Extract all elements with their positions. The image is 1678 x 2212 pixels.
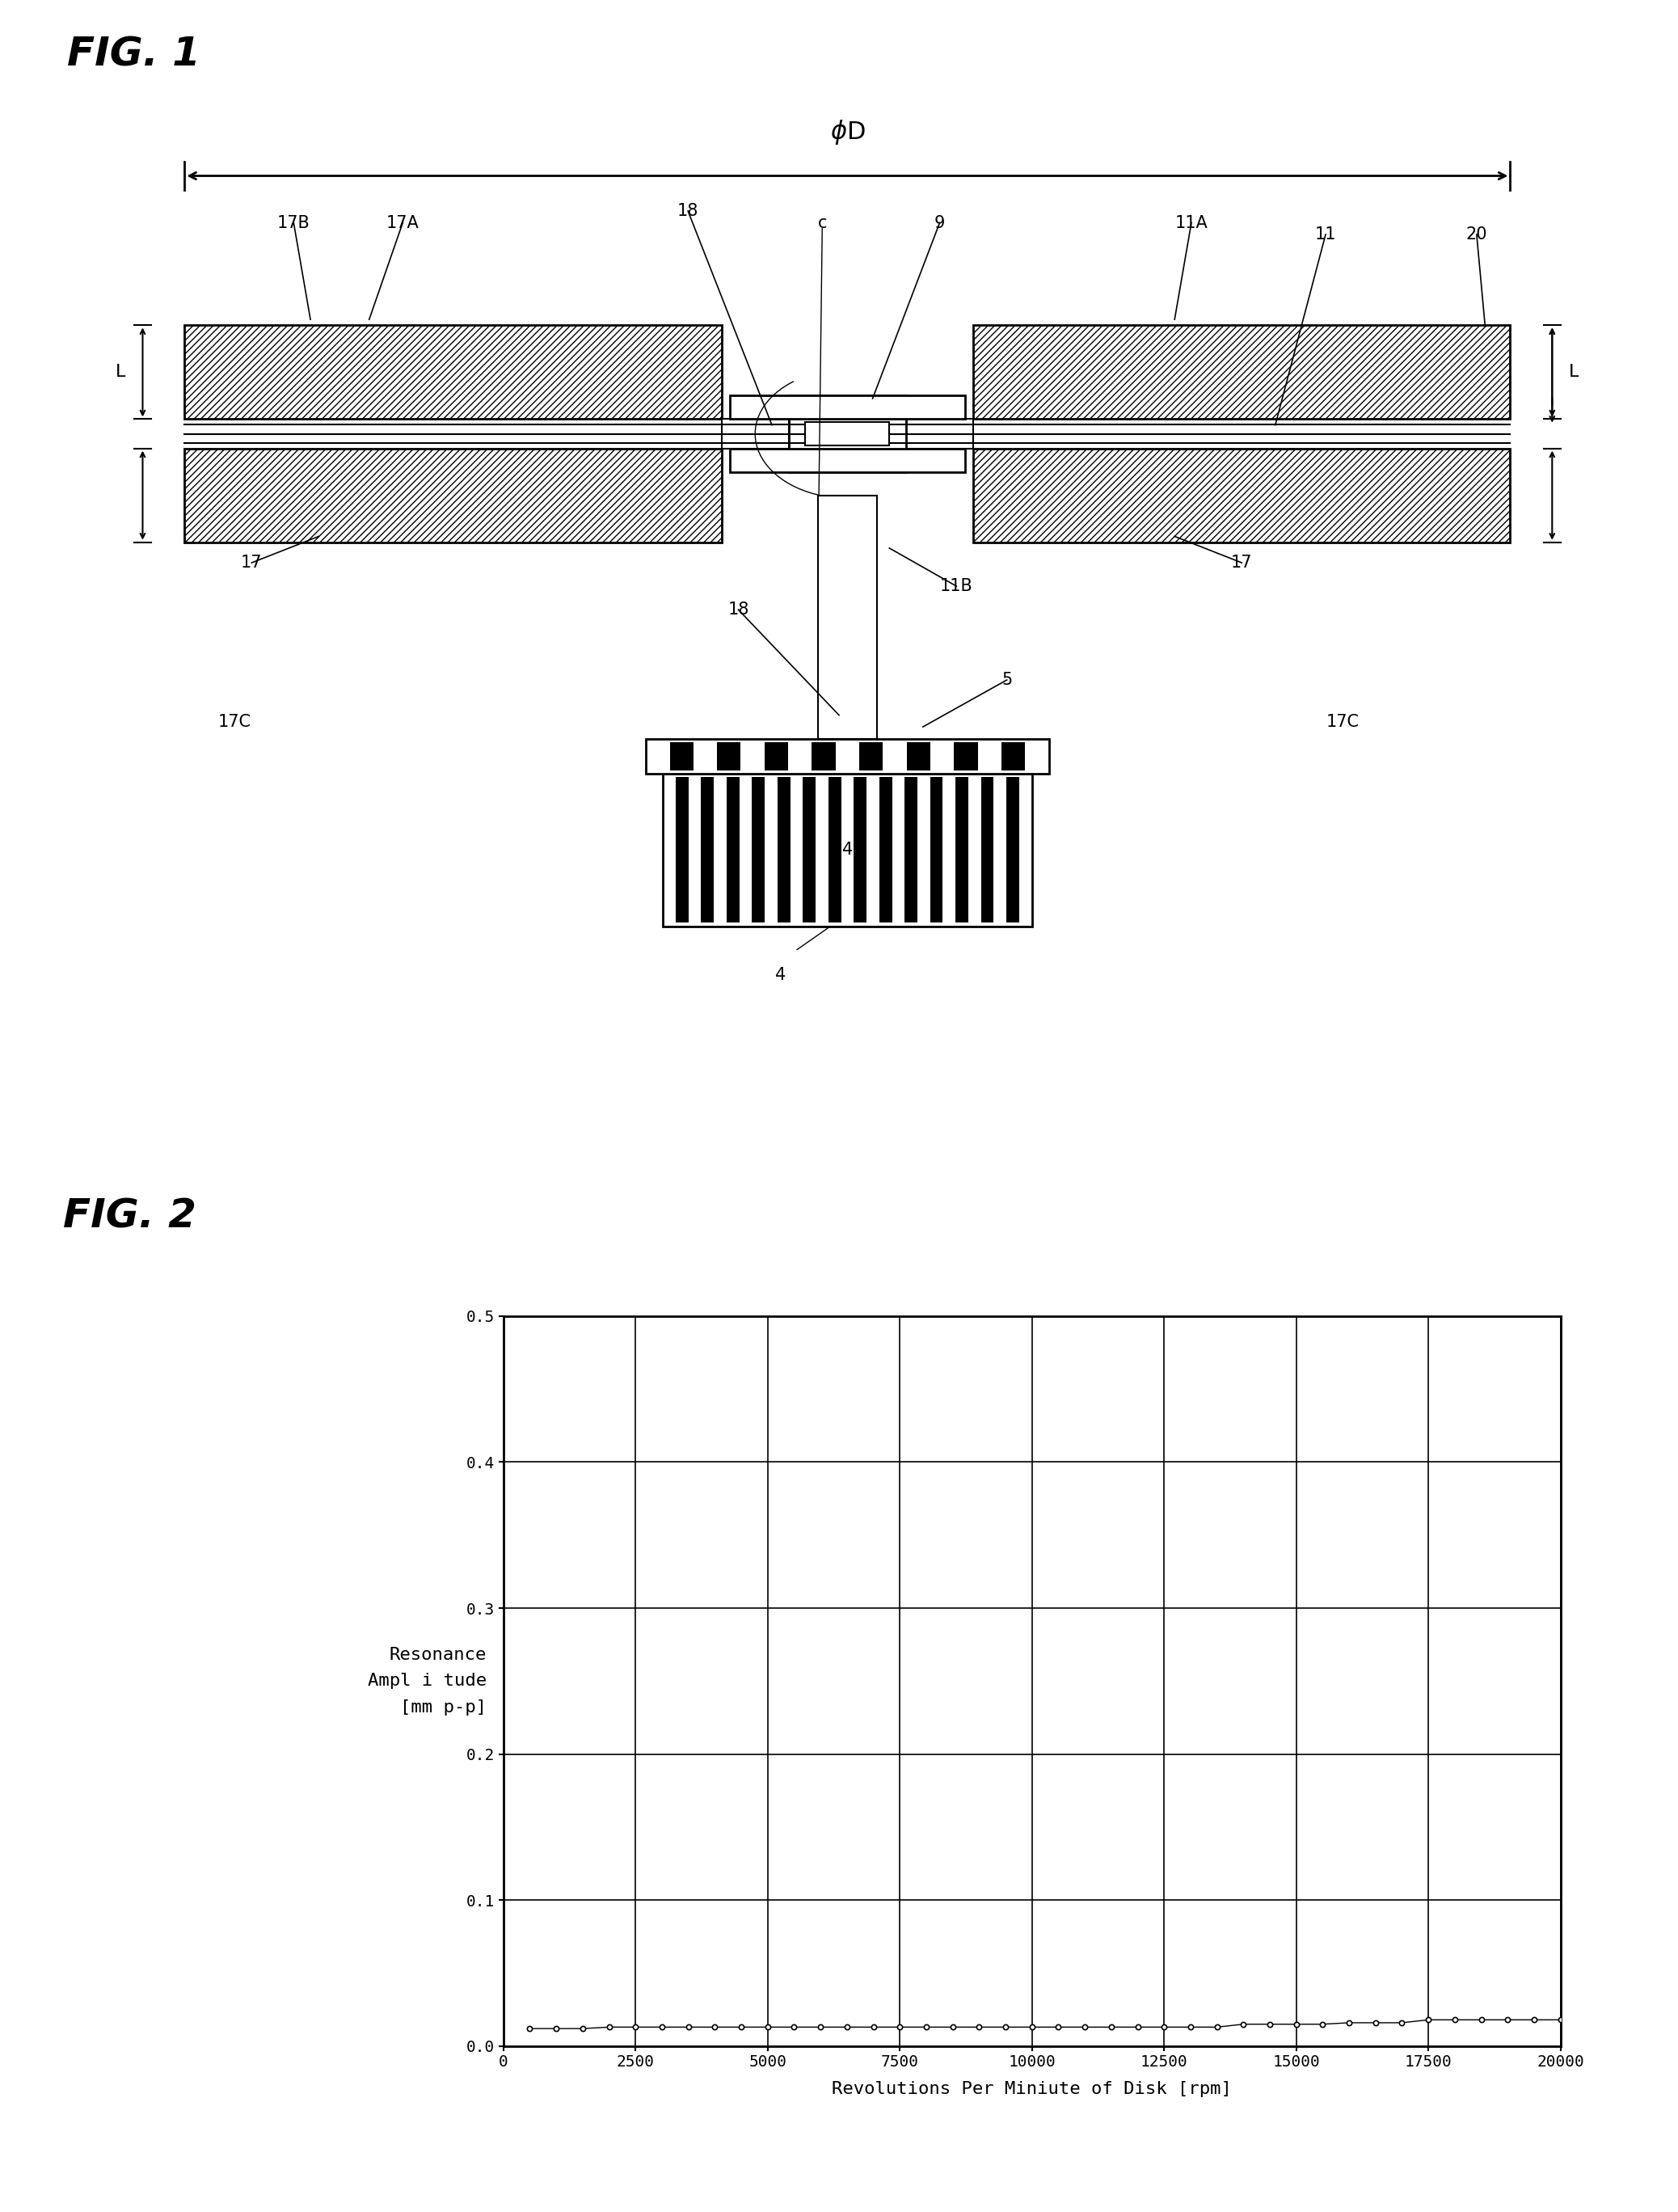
- Bar: [789, 396, 906, 471]
- Bar: [185, 449, 722, 542]
- Bar: [727, 776, 740, 922]
- Bar: [646, 739, 1049, 774]
- Text: 17: 17: [1232, 555, 1252, 571]
- Text: 11: 11: [1316, 226, 1336, 243]
- Bar: [955, 776, 968, 922]
- Bar: [879, 776, 893, 922]
- Text: Resonance
Ampl i tude
[mm p-p]: Resonance Ampl i tude [mm p-p]: [367, 1646, 487, 1717]
- Text: 11A: 11A: [1175, 215, 1208, 230]
- Bar: [973, 325, 1510, 418]
- Text: 5: 5: [1002, 672, 1012, 688]
- Text: 11B: 11B: [940, 577, 973, 595]
- Bar: [812, 741, 836, 770]
- Bar: [701, 776, 713, 922]
- Bar: [859, 741, 883, 770]
- Bar: [805, 422, 889, 445]
- Bar: [802, 776, 816, 922]
- Text: 17A: 17A: [386, 215, 420, 230]
- Bar: [765, 741, 789, 770]
- Bar: [730, 396, 965, 418]
- Text: 20: 20: [1467, 226, 1487, 243]
- Bar: [663, 774, 1032, 927]
- Text: L: L: [1569, 365, 1579, 380]
- Bar: [717, 741, 740, 770]
- Bar: [1007, 776, 1019, 922]
- Text: 9: 9: [935, 215, 945, 230]
- X-axis label: Revolutions Per Miniute of Disk [rpm]: Revolutions Per Miniute of Disk [rpm]: [832, 2081, 1232, 2097]
- Bar: [722, 418, 789, 449]
- Bar: [1002, 741, 1025, 770]
- Text: 17: 17: [242, 555, 262, 571]
- Text: FIG. 2: FIG. 2: [64, 1197, 196, 1237]
- Bar: [982, 776, 993, 922]
- Bar: [973, 449, 1510, 542]
- Bar: [185, 325, 722, 418]
- Text: 4: 4: [775, 967, 785, 984]
- Bar: [904, 776, 918, 922]
- Bar: [829, 776, 841, 922]
- Bar: [819, 495, 876, 739]
- Bar: [854, 776, 866, 922]
- Bar: [955, 741, 978, 770]
- Bar: [670, 741, 693, 770]
- Bar: [752, 776, 765, 922]
- Bar: [930, 776, 943, 922]
- Text: 17C: 17C: [1326, 714, 1359, 730]
- Text: c: c: [817, 215, 827, 230]
- Text: 18: 18: [728, 602, 748, 617]
- Text: 18: 18: [678, 204, 698, 219]
- Text: $\phi$D: $\phi$D: [829, 117, 866, 146]
- Text: 4: 4: [842, 843, 852, 858]
- Text: FIG. 1: FIG. 1: [67, 35, 200, 73]
- Bar: [906, 418, 973, 449]
- Text: 17B: 17B: [277, 215, 310, 230]
- Bar: [730, 449, 965, 471]
- Bar: [906, 741, 930, 770]
- Text: L: L: [116, 365, 126, 380]
- Bar: [676, 776, 688, 922]
- Bar: [777, 776, 790, 922]
- Text: 17C: 17C: [218, 714, 252, 730]
